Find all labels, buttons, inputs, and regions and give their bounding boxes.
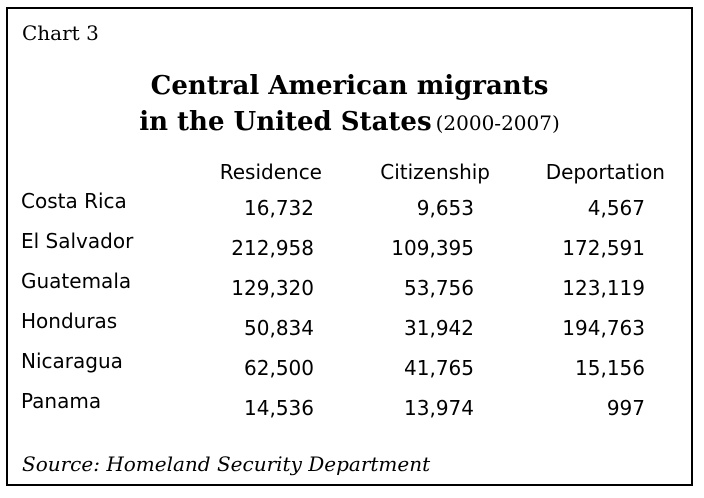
table-cell-deportation: 194,763: [562, 316, 645, 340]
row-country: Costa Rica: [21, 189, 127, 213]
chart-label: Chart 3: [22, 21, 99, 45]
chart-frame: Chart 3 Central American migrants in the…: [6, 7, 693, 486]
chart-title-text-2: in the United States: [139, 107, 432, 137]
table-cell-residence: 62,500: [244, 356, 314, 380]
row-country: Panama: [21, 389, 102, 413]
chart-title-text-1: Central American migrants: [150, 71, 549, 101]
table-cell-deportation: 123,119: [562, 276, 645, 300]
table-cell-residence: 129,320: [231, 276, 314, 300]
table-cell-citizenship: 109,395: [391, 236, 474, 260]
table-cell-residence: 212,958: [231, 236, 314, 260]
table-cell-deportation: 4,567: [587, 196, 645, 220]
table-cell-residence: 50,834: [244, 316, 314, 340]
table-cell-residence: 14,536: [244, 396, 314, 420]
table-cell-deportation: 15,156: [575, 356, 645, 380]
row-country: Guatemala: [21, 269, 132, 293]
table-cell-deportation: 172,591: [562, 236, 645, 260]
chart-title-line-1: Central American migrants: [8, 70, 691, 102]
table-cell-citizenship: 41,765: [404, 356, 474, 380]
table-cell-citizenship: 53,756: [404, 276, 474, 300]
table-cell-deportation: 997: [606, 396, 645, 420]
chart-period: (2000-2007): [435, 111, 560, 135]
table-cell-citizenship: 13,974: [404, 396, 474, 420]
table-cell-citizenship: 31,942: [404, 316, 474, 340]
row-country: Nicaragua: [21, 349, 123, 373]
source-note: Source: Homeland Security Department: [22, 452, 431, 476]
column-header-residence: Residence: [219, 160, 322, 184]
row-country: El Salvador: [21, 229, 134, 253]
column-header-deportation: Deportation: [545, 160, 665, 184]
column-header-citizenship: Citizenship: [380, 160, 490, 184]
row-country: Honduras: [21, 309, 118, 333]
chart-title-line-2: in the United States (2000-2007): [8, 106, 691, 139]
table-cell-residence: 16,732: [244, 196, 314, 220]
table-cell-citizenship: 9,653: [416, 196, 474, 220]
